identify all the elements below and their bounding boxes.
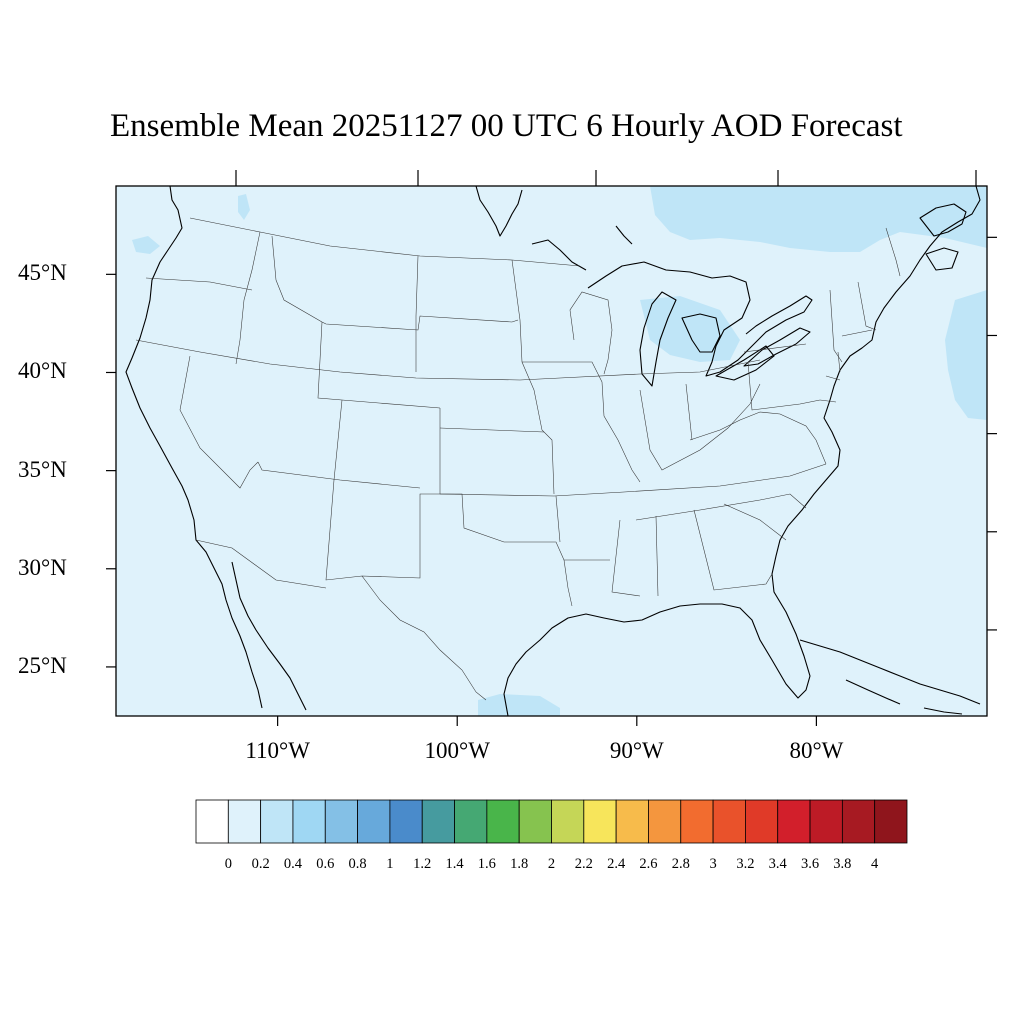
aod-field-layer bbox=[132, 186, 987, 716]
colorbar-level-label: 3.2 bbox=[736, 856, 755, 872]
colorbar-level-label: 3.8 bbox=[833, 856, 852, 872]
colorbar-swatch bbox=[615, 799, 649, 844]
colorbar-swatch bbox=[583, 799, 617, 844]
colorbar-swatch bbox=[874, 799, 908, 844]
colorbar-level-label: 0.6 bbox=[316, 856, 335, 872]
colorbar-level-label: 1.2 bbox=[413, 856, 432, 872]
lat-tick-label: 45°N bbox=[18, 260, 67, 286]
colorbar-level-label: 1.8 bbox=[510, 856, 529, 872]
colorbar-level-label: 2.8 bbox=[671, 856, 690, 872]
colorbar-swatch bbox=[260, 799, 294, 844]
colorbar-level-label: 0.4 bbox=[283, 856, 303, 872]
colorbar-level-label: 1.6 bbox=[477, 856, 496, 872]
colorbar-swatch bbox=[227, 799, 262, 844]
colorbar-level-label: 0 bbox=[224, 856, 232, 872]
aod-patch-atlantic bbox=[945, 290, 987, 420]
aod-patch-pacific-nw bbox=[132, 236, 160, 254]
lat-tick-label: 35°N bbox=[18, 456, 67, 482]
lon-tick-label: 90°W bbox=[609, 738, 664, 763]
colorbar-swatch bbox=[841, 799, 876, 844]
colorbar-swatch bbox=[648, 799, 682, 844]
lon-tick-label: 100°W bbox=[424, 738, 490, 763]
lat-tick-label: 40°N bbox=[18, 358, 67, 384]
state-and-country-borders bbox=[135, 217, 901, 701]
colorbar-swatch bbox=[518, 799, 552, 844]
map-frame bbox=[115, 185, 988, 717]
colorbar-swatch bbox=[745, 799, 779, 844]
lon-tick-label: 80°W bbox=[789, 738, 844, 763]
lon-tick-label: 110°W bbox=[245, 738, 310, 763]
colorbar-level-label: 2.6 bbox=[639, 856, 658, 872]
colorbar-swatch bbox=[389, 799, 423, 844]
coastline bbox=[125, 186, 981, 716]
lat-tick-label: 25°N bbox=[18, 652, 67, 678]
colorbar-swatch bbox=[324, 799, 358, 844]
colorbar-swatch bbox=[357, 799, 391, 844]
colorbar-swatch bbox=[195, 799, 229, 844]
colorbar-swatch bbox=[809, 799, 843, 844]
colorbar-swatch bbox=[486, 799, 520, 844]
colorbar-level-label: 2.4 bbox=[607, 856, 626, 872]
colorbar-level-label: 0.2 bbox=[251, 856, 270, 872]
aod-patch-gulf bbox=[478, 694, 560, 716]
colorbar-swatch bbox=[551, 799, 585, 844]
colorbar-swatch bbox=[712, 799, 746, 844]
colorbar-level-label: 2 bbox=[547, 856, 556, 872]
colorbar bbox=[195, 799, 908, 844]
colorbar-level-label: 4 bbox=[871, 856, 879, 872]
axis-ticks bbox=[106, 170, 997, 726]
colorbar-level-label: 1.4 bbox=[445, 856, 464, 872]
aod-patch-hudson-bay bbox=[650, 186, 987, 252]
colorbar-level-label: 2.2 bbox=[574, 856, 593, 872]
colorbar-swatch bbox=[454, 799, 488, 844]
colorbar-level-label: 0.8 bbox=[348, 856, 367, 872]
lat-tick-label: 30°N bbox=[18, 554, 67, 580]
aod-patch-bc bbox=[238, 194, 250, 220]
map-background bbox=[116, 186, 987, 716]
colorbar-swatch bbox=[680, 799, 714, 844]
colorbar-level-label: 3.4 bbox=[768, 856, 787, 872]
colorbar-swatch bbox=[777, 799, 811, 844]
colorbar-level-label: 3 bbox=[709, 856, 717, 872]
colorbar-swatch bbox=[292, 799, 326, 844]
map-title: Ensemble Mean 20251127 00 UTC 6 Hourly A… bbox=[110, 108, 903, 144]
colorbar-level-label: 1 bbox=[386, 856, 394, 872]
colorbar-level-label: 3.6 bbox=[800, 856, 820, 872]
colorbar-swatch bbox=[421, 799, 455, 844]
